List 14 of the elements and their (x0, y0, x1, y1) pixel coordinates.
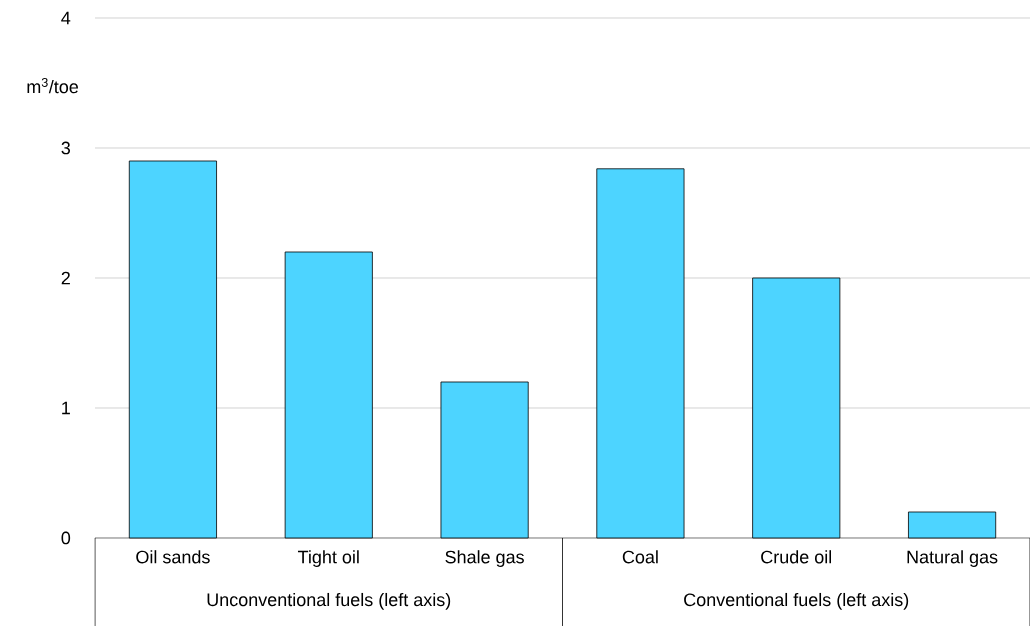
y-tick-label: 0 (61, 531, 71, 545)
x-tick-label: Natural gas (907, 550, 998, 567)
x-tick-label: Tight oil (297, 550, 359, 567)
y-tick-label: 3 (61, 141, 71, 155)
x-tick-label: Crude oil (761, 550, 832, 564)
y-axis-title: m$^{3}$/toe (27, 77, 79, 94)
text: Unconventional fuels (left axis) (207, 592, 451, 610)
y-tick-label: 4 (61, 11, 71, 25)
text: Conventional fuels (left axis) (684, 592, 909, 610)
y-tick-label: 1 (62, 401, 70, 415)
x-tick-label: Oil sands (136, 550, 210, 564)
y-tick-label: 2 (61, 271, 70, 285)
x-tick-label: Coal (622, 550, 658, 564)
x-tick-label: Shale gas (445, 550, 524, 567)
